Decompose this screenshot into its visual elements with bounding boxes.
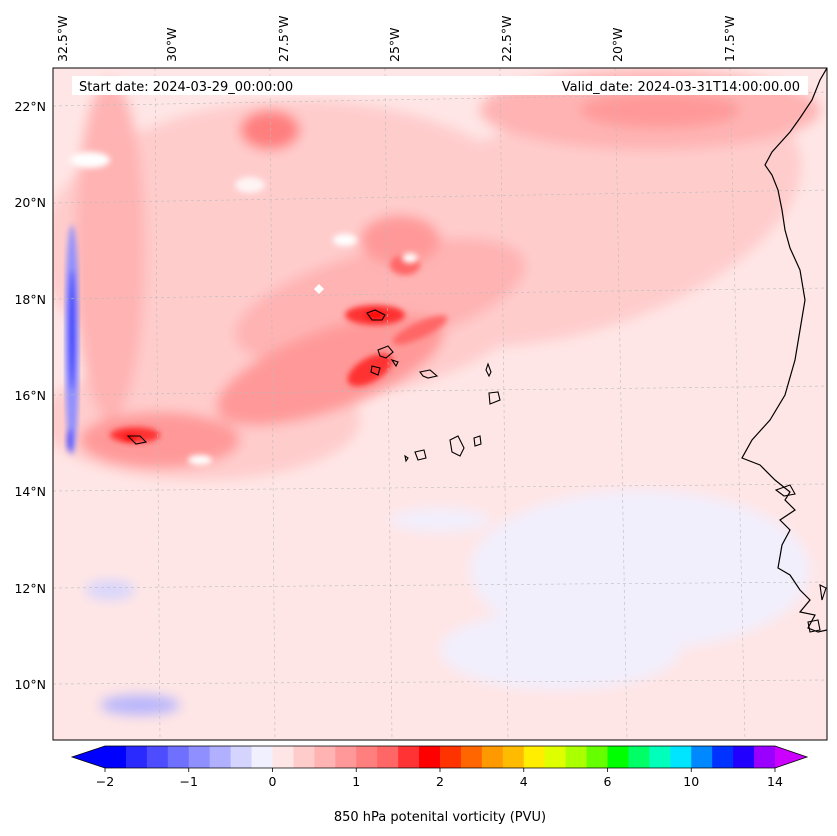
- lat-label: 20°N: [14, 195, 46, 210]
- colorbar-cell: [209, 746, 232, 768]
- lon-label: 27.5°W: [276, 16, 291, 62]
- colorbar-cell: [523, 746, 546, 768]
- marker: [314, 284, 324, 294]
- colorbar-tick-label: 10: [683, 774, 699, 789]
- graticule: [53, 68, 827, 740]
- colorbar-extend-high: [775, 746, 807, 768]
- colorbar-cell: [607, 746, 629, 768]
- pv-field: [53, 68, 827, 740]
- colorbar-cell: [314, 746, 336, 768]
- colorbar-cell: [377, 746, 399, 768]
- colorbar-cell: [586, 746, 608, 768]
- colorbar-cell: [356, 746, 378, 768]
- colorbar-cell: [565, 746, 588, 768]
- colorbar-cell: [628, 746, 650, 768]
- start-date-label: Start date: 2024-03-29_00:00:00: [79, 80, 293, 95]
- colorbar-cell: [188, 746, 211, 768]
- colorbar-cell: [125, 746, 148, 768]
- info-strip: [72, 76, 808, 95]
- colorbar-cell: [419, 746, 441, 768]
- colorbar-cell: [754, 746, 776, 768]
- colorbar-cell: [293, 746, 315, 768]
- lon-label: 17.5°W: [722, 16, 737, 62]
- colorbar-tick-label: 14: [767, 774, 783, 789]
- colorbar-tick-label: 2: [436, 774, 444, 789]
- colorbar-cell: [481, 746, 504, 768]
- colorbar-tick-label: −2: [96, 774, 114, 789]
- colorbar-cell: [649, 746, 671, 768]
- colorbar-cell: [712, 746, 734, 768]
- colorbar-cell: [691, 746, 713, 768]
- lat-label: 10°N: [14, 677, 46, 692]
- colorbar-cell: [335, 746, 357, 768]
- colorbar-tick-label: 0: [269, 774, 277, 789]
- lat-label: 14°N: [14, 484, 46, 499]
- colorbar-tick-label: −1: [180, 774, 198, 789]
- colorbar-cell: [544, 746, 567, 768]
- lon-label: 20°W: [610, 27, 625, 62]
- colorbar-cell: [460, 746, 483, 768]
- longitude-labels: 32.5°W 30°W 27.5°W 25°W 22.5°W 20°W 17.5…: [55, 16, 737, 62]
- colorbar-cell: [230, 746, 253, 768]
- africa-coastline: [741, 68, 827, 633]
- valid-date-label: Valid_date: 2024-03-31T14:00:00.00: [562, 80, 800, 95]
- colorbar-cell: [670, 746, 692, 768]
- colorbar-tick-label: 1: [352, 774, 360, 789]
- colorbar-label: 850 hPa potenital vorticity (PVU): [334, 810, 546, 825]
- colorbar-cells: [105, 746, 776, 768]
- map-panel: Start date: 2024-03-29_00:00:00 Valid_da…: [14, 16, 828, 741]
- lat-label: 22°N: [14, 99, 46, 114]
- colorbar-extend-low: [72, 746, 105, 768]
- latitude-labels: 22°N 20°N 18°N 16°N 14°N 12°N 10°N: [14, 99, 46, 692]
- colorbar-cell: [105, 746, 127, 768]
- colorbar-cell: [251, 746, 273, 768]
- colorbar-cell: [398, 746, 420, 768]
- colorbar: −2 −1 0 1 2 4 6 10 14 850 hPa potenital vorticit…: [70, 745, 809, 825]
- colorbar-cell: [440, 746, 462, 768]
- colorbar-ticks: −2 −1 0 1 2 4 6 10 14: [96, 768, 783, 789]
- colorbar-cell: [167, 746, 190, 768]
- lon-label: 32.5°W: [55, 16, 70, 62]
- colorbar-cell: [733, 746, 755, 768]
- lat-label: 12°N: [14, 581, 46, 596]
- colorbar-cell: [272, 746, 294, 768]
- lat-label: 18°N: [14, 292, 46, 307]
- colorbar-cell: [502, 746, 525, 768]
- lon-label: 30°W: [164, 27, 179, 62]
- colorbar-cell: [146, 746, 169, 768]
- lon-label: 25°W: [387, 27, 402, 62]
- colorbar-tick-label: 6: [604, 774, 612, 789]
- lat-label: 16°N: [14, 388, 46, 403]
- colorbar-tick-label: 4: [520, 774, 528, 789]
- lon-label: 22.5°W: [499, 16, 514, 62]
- islands: [126, 309, 827, 633]
